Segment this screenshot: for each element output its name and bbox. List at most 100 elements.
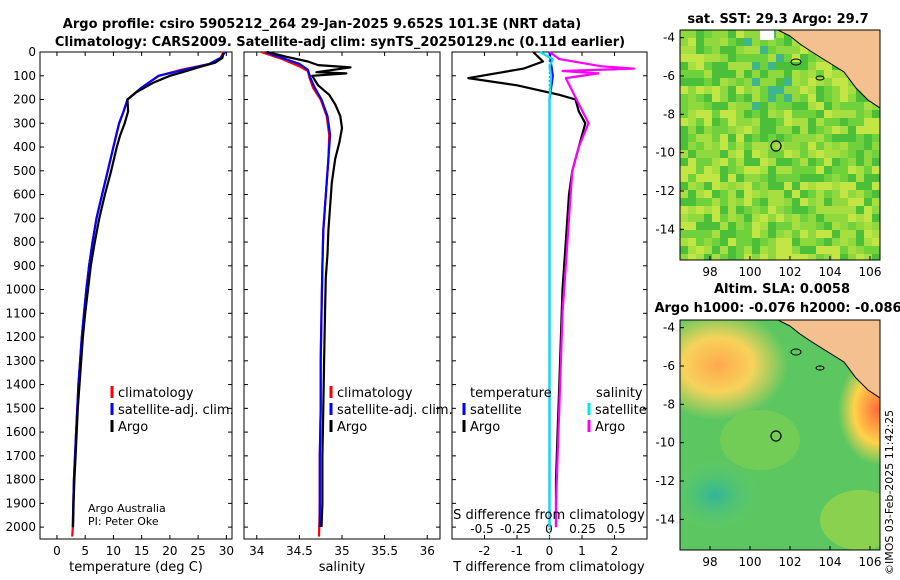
sst-cell xyxy=(744,246,752,254)
sst-cell xyxy=(744,78,752,86)
x-tick-label: 36 xyxy=(420,544,435,558)
sst-cell xyxy=(840,238,848,246)
sst-cell xyxy=(680,230,688,238)
sst-cell xyxy=(728,134,736,142)
sst-cell xyxy=(776,126,784,134)
sst-cell xyxy=(760,86,768,94)
sst-cell xyxy=(736,118,744,126)
sst-cell xyxy=(864,142,872,150)
sst-cell xyxy=(824,166,832,174)
sst-cell xyxy=(712,174,720,182)
sst-cell xyxy=(680,198,688,206)
y-tick-label: 1000 xyxy=(5,283,36,297)
sst-cell xyxy=(800,142,808,150)
map-y-tick-label: -12 xyxy=(655,184,675,198)
sst-cell xyxy=(744,198,752,206)
sst-cell xyxy=(744,86,752,94)
sst-cell xyxy=(840,198,848,206)
sst-cell xyxy=(696,30,704,38)
sst-cell xyxy=(848,94,856,102)
y-tick-label: 300 xyxy=(13,116,36,130)
sst-cell xyxy=(760,222,768,230)
sst-cell xyxy=(856,182,864,190)
sst-cell xyxy=(720,254,728,260)
sst-cell xyxy=(768,206,776,214)
sst-cell xyxy=(704,118,712,126)
sst-cell xyxy=(736,78,744,86)
sst-cell xyxy=(744,102,752,110)
sst-cell xyxy=(760,206,768,214)
sst-cell xyxy=(792,110,800,118)
series-line-climatology xyxy=(71,51,225,537)
sst-cell xyxy=(688,190,696,198)
sst-cell xyxy=(824,94,832,102)
map-y-tick-label: -10 xyxy=(655,436,675,450)
sst-cell xyxy=(696,222,704,230)
sst-cell xyxy=(792,182,800,190)
y-tick-label: 0 xyxy=(28,45,36,59)
sst-cell xyxy=(848,214,856,222)
sst-cell xyxy=(808,94,816,102)
sst-cell xyxy=(680,150,688,158)
sst-cell xyxy=(784,222,792,230)
sst-cell xyxy=(680,118,688,126)
sst-cell xyxy=(688,214,696,222)
sst-cell xyxy=(728,142,736,150)
sst-cell xyxy=(856,214,864,222)
sst-cell xyxy=(752,118,760,126)
sst-cell xyxy=(752,126,760,134)
sst-cell xyxy=(784,150,792,158)
sst-cell xyxy=(720,238,728,246)
sst-cell xyxy=(784,142,792,150)
sst-cell xyxy=(816,230,824,238)
x-tick-label: 25 xyxy=(190,544,205,558)
sst-cell xyxy=(720,134,728,142)
sst-cell xyxy=(712,238,720,246)
sst-cell xyxy=(768,150,776,158)
sst-cell xyxy=(752,214,760,222)
sst-cell xyxy=(680,238,688,246)
sst-cell xyxy=(760,62,768,70)
map-x-tick-label: 100 xyxy=(739,555,762,569)
sst-cell xyxy=(736,190,744,198)
sst-cell xyxy=(832,102,840,110)
sst-cell xyxy=(728,214,736,222)
sst-cell xyxy=(824,118,832,126)
sst-cell xyxy=(840,166,848,174)
sst-cell xyxy=(736,142,744,150)
sst-cell xyxy=(688,206,696,214)
figure-title-line2: Climatology: CARS2009. Satellite-adj cli… xyxy=(55,35,625,50)
sst-cell xyxy=(736,94,744,102)
x-tick-label: 10 xyxy=(106,544,121,558)
sst-cell xyxy=(752,246,760,254)
axis-ticks: 0 5 10 15 20 25 300100200300400500600700800900… xyxy=(5,45,647,558)
sst-cell xyxy=(872,198,880,206)
sst-cell xyxy=(872,238,880,246)
map-y-tick-label: -8 xyxy=(663,107,675,121)
sst-cell xyxy=(840,118,848,126)
sst-map-axes: 98 100 102 104 106 -4 -6 -8 -10 -12 -14 xyxy=(655,31,881,279)
sst-cell xyxy=(800,54,808,62)
sst-cell xyxy=(800,230,808,238)
island-outline xyxy=(790,58,802,66)
sst-cell xyxy=(744,150,752,158)
sst-cell xyxy=(696,206,704,214)
sst-cell xyxy=(712,254,720,260)
sst-cell xyxy=(800,174,808,182)
sst-cell xyxy=(816,110,824,118)
sst-cell xyxy=(800,110,808,118)
sst-cell xyxy=(816,150,824,158)
sst-cell xyxy=(856,246,864,254)
sst-cell xyxy=(744,182,752,190)
sst-cell xyxy=(792,46,800,54)
sst-cell xyxy=(800,254,808,260)
sst-cell xyxy=(816,142,824,150)
sst-cell xyxy=(784,126,792,134)
sst-cell xyxy=(696,230,704,238)
sst-cell xyxy=(824,70,832,78)
sst-cell xyxy=(720,70,728,78)
sst-cell xyxy=(744,190,752,198)
sst-cell xyxy=(768,126,776,134)
sst-cell xyxy=(728,78,736,86)
difference-top-xlabel: S difference from climatology xyxy=(453,508,645,523)
